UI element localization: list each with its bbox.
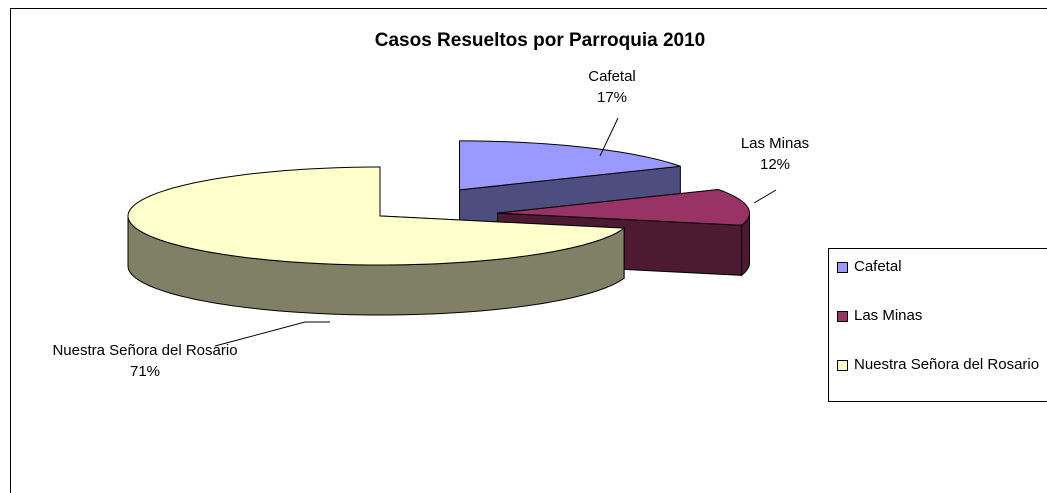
leader-line xyxy=(753,189,777,204)
chart-frame xyxy=(10,8,1047,493)
data-label-value: 71% xyxy=(129,363,161,380)
legend-swatch xyxy=(837,311,848,322)
legend-label: Nuestra Señora del Rosario xyxy=(854,356,1040,373)
legend-swatch xyxy=(837,360,848,371)
leader-line xyxy=(214,321,330,347)
data-label-name: Cafetal xyxy=(588,68,636,85)
data-label: Cafetal 17% xyxy=(532,66,692,108)
data-label: Las Minas 12% xyxy=(695,133,855,175)
leader-line xyxy=(599,117,619,157)
legend-label: Las Minas xyxy=(854,307,923,324)
data-label-value: 12% xyxy=(759,156,791,173)
legend-swatch xyxy=(837,262,848,273)
chart-title: Casos Resueltos por Parroquia 2010 xyxy=(374,30,706,51)
legend-item: Cafetal xyxy=(837,258,1047,276)
slice xyxy=(459,140,681,191)
legend-item: Las Minas xyxy=(837,307,1047,325)
data-label: Nuestra Señora del Rosario 71% xyxy=(35,340,255,382)
slice xyxy=(497,188,750,226)
legend-label: Cafetal xyxy=(854,258,902,275)
slice xyxy=(127,166,626,266)
data-label-name: Las Minas xyxy=(740,135,810,152)
data-label-value: 17% xyxy=(596,89,628,106)
legend-item: Nuestra Señora del Rosario xyxy=(837,356,1047,374)
data-label-name: Nuestra Señora del Rosario xyxy=(52,342,238,359)
legend: Cafetal Las Minas Nuestra Señora del Rosar… xyxy=(828,248,1047,402)
